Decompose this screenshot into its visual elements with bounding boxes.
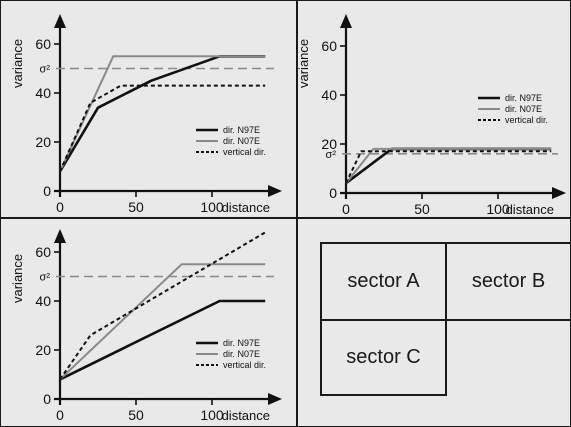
y-tick-label: 20 (35, 342, 51, 358)
y-tick-label: 40 (35, 293, 51, 309)
legend-label: dir. N07E (505, 104, 542, 114)
x-axis-arrow (268, 185, 282, 197)
legend-label: vertical dir. (505, 115, 548, 125)
y-tick-label: 20 (35, 134, 51, 150)
legend-label: dir. N97E (223, 125, 260, 135)
x-axis-arrow (552, 187, 566, 199)
legend-label: vertical dir. (223, 360, 266, 370)
legend-label: dir. N97E (223, 338, 260, 348)
sigma-squared-label: σ² (326, 149, 337, 161)
y-axis-arrow (340, 14, 352, 28)
x-tick-label: 0 (56, 199, 64, 215)
series-line-vertical-dir (345, 150, 552, 184)
x-axis-label: distance (222, 408, 270, 423)
sector-map: sector A sector B sector C (320, 242, 571, 396)
series-line-vertical-dir (59, 84, 266, 172)
legend-label: dir. N97E (505, 93, 542, 103)
x-tick-label: 50 (128, 199, 144, 215)
x-tick-label: 100 (200, 199, 224, 215)
sector-a-cell: sector A (320, 242, 447, 321)
y-tick-label: 60 (321, 38, 337, 54)
y-axis-arrow (54, 14, 66, 28)
x-tick-label: 50 (414, 201, 430, 217)
series-line-dir-n07e (59, 263, 266, 381)
y-axis-arrow (54, 229, 66, 243)
legend-label: dir. N07E (223, 349, 260, 359)
y-axis-label: variance (10, 254, 25, 303)
y-tick-label: 60 (35, 36, 51, 52)
y-tick-label: 0 (43, 391, 51, 407)
x-axis-arrow (268, 393, 282, 405)
series-line-dir-n97e (59, 299, 266, 381)
x-tick-label: 0 (342, 201, 350, 217)
legend-label: dir. N07E (223, 136, 260, 146)
x-tick-label: 0 (56, 407, 64, 423)
y-tick-label: 0 (329, 185, 337, 201)
x-axis-label: distance (222, 200, 270, 215)
vertical-divider (296, 0, 298, 427)
x-tick-label: 100 (486, 201, 510, 217)
y-tick-label: 40 (35, 85, 51, 101)
sigma-squared-label: σ² (40, 64, 51, 76)
series-line-dir-n07e (345, 147, 552, 184)
y-tick-label: 20 (321, 136, 337, 152)
sector-b-label: sector B (471, 270, 546, 292)
sector-a-label: sector A (347, 270, 420, 292)
x-tick-label: 50 (128, 407, 144, 423)
y-tick-label: 40 (321, 87, 337, 103)
sector-c-cell: sector C (320, 319, 447, 396)
series-line-vertical-dir (59, 231, 266, 380)
horizontal-divider (0, 217, 571, 219)
sigma-squared-label: σ² (40, 272, 51, 284)
x-tick-label: 100 (200, 407, 224, 423)
y-axis-label: variance (298, 39, 311, 88)
legend-label: vertical dir. (223, 147, 266, 157)
y-tick-label: 0 (43, 183, 51, 199)
sector-b-cell: sector B (445, 242, 571, 321)
y-tick-label: 60 (35, 244, 51, 260)
sector-c-label: sector C (346, 346, 421, 368)
x-axis-label: distance (506, 202, 554, 217)
y-axis-label: variance (10, 39, 25, 88)
